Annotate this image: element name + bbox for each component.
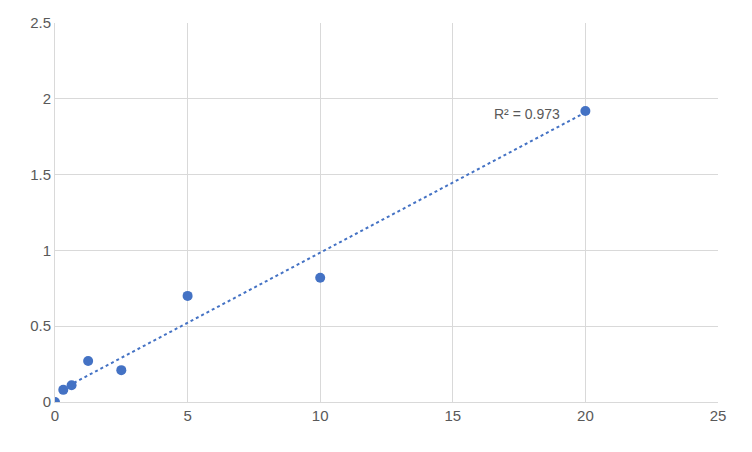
svg-text:25: 25 [710, 407, 727, 424]
svg-text:R² = 0.973: R² = 0.973 [494, 106, 560, 122]
svg-text:5: 5 [183, 407, 191, 424]
svg-text:2.5: 2.5 [30, 14, 51, 31]
svg-text:1: 1 [43, 242, 51, 259]
svg-text:20: 20 [577, 407, 594, 424]
svg-text:15: 15 [444, 407, 461, 424]
svg-text:0: 0 [43, 393, 51, 410]
svg-text:0.5: 0.5 [30, 317, 51, 334]
svg-text:1.5: 1.5 [30, 166, 51, 183]
svg-text:10: 10 [312, 407, 329, 424]
svg-text:2: 2 [43, 90, 51, 107]
svg-text:0: 0 [51, 407, 59, 424]
